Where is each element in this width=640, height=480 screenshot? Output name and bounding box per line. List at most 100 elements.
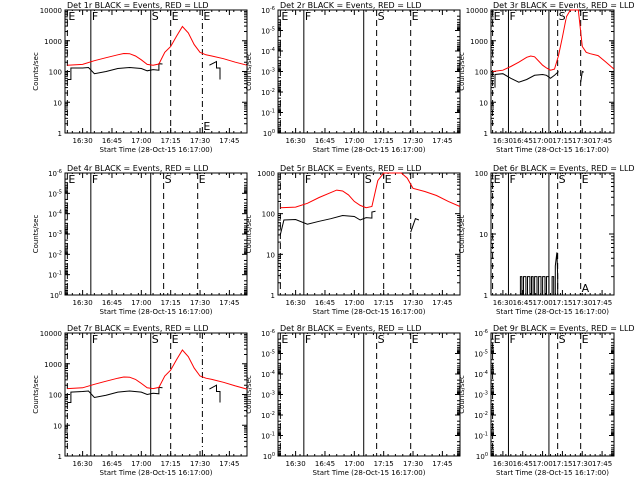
marker-label: E [582,10,589,23]
y-tick-label-base: 10 [48,211,57,219]
marker-label: E [68,173,75,186]
y-tick-label-base: 10 [261,89,270,97]
events-series-line [580,70,585,83]
y-tick-label-exp: -5 [483,350,488,356]
x-tick-label: 16:45 [102,299,122,307]
lld-series-line [67,349,248,390]
x-tick-label: 17:15 [552,137,572,145]
y-tick-label: 100 [263,452,275,461]
y-tick-label-base: 10 [474,433,483,441]
y-tick-label: 1 [484,292,488,300]
x-tick-label: 17:30 [403,299,423,307]
y-axis-label: Counts/sec [458,215,466,254]
marker-label: S [152,333,159,346]
x-axis-label: Start Time (28-Oct-15 16:17:00) [313,146,426,154]
y-tick-label-exp: -5 [57,189,62,195]
y-tick-label-exp: 0 [272,452,275,458]
y-tick-label-exp: -4 [270,47,275,53]
marker-label: E [281,10,288,23]
y-tick-label-base: 10 [261,48,270,56]
events-series-line [67,63,163,80]
x-tick-label: 17:45 [219,460,239,468]
chart-title: Det 7r BLACK = Events, RED = LLD [67,324,209,333]
y-tick-label-exp: -3 [270,391,275,397]
x-tick-label: 17:15 [374,460,394,468]
y-tick-label-exp: -6 [270,6,275,12]
y-tick-label-exp: -6 [483,329,488,335]
y-tick-label: 10-3 [261,68,275,77]
y-axis-label: Counts/sec [32,375,40,414]
lld-series-line [67,25,248,66]
y-tick-label: 100 [475,69,488,77]
y-tick-label-exp: 0 [59,291,62,297]
marker-label: E [199,173,206,186]
y-tick-label: 10-3 [474,391,488,400]
y-tick-label-base: 10 [261,330,270,338]
y-tick-label: 100 [49,392,62,400]
marker-label: S [165,173,172,186]
panel-det2: Det 2r BLACK = Events, RED = LLD10010-11… [245,1,461,154]
y-tick-label-exp: -1 [483,432,488,438]
y-tick-label: 1 [58,130,62,138]
y-tick-label-base: 10 [261,351,270,359]
y-tick-label-base: 10 [50,292,59,300]
y-tick-label: 100 [262,211,275,219]
x-tick-label: 17:15 [161,299,181,307]
y-tick-label: 1 [58,453,62,461]
x-tick-label: 17:45 [432,137,452,145]
y-tick-label-base: 10 [261,392,270,400]
marker-label: E [385,173,392,186]
x-tick-label: 16:30 [286,299,306,307]
y-tick-label-base: 10 [48,251,57,259]
y-tick-label: 10-4 [261,370,275,379]
x-axis-label: Start Time (28-Oct-15 16:17:00) [100,308,213,316]
y-tick-label-base: 10 [263,130,272,138]
marker-label: E [494,10,501,23]
y-axis-label: Counts/sec [458,375,466,414]
x-tick-label: 16:30 [73,299,93,307]
events-series-line [209,384,221,403]
y-axis-label: Counts/sec [245,52,253,91]
y-tick-label-exp: -3 [57,230,62,236]
marker-label: E [203,120,210,133]
y-tick-label: 10 [479,99,488,107]
y-tick-label-base: 10 [261,412,270,420]
panel-det9: Det 9r BLACK = Events, RED = LLD10010-11… [458,324,635,477]
chart-title: Det 8r BLACK = Events, RED = LLD [280,324,422,333]
panel-det3: Det 3r BLACK = Events, RED = LLD 1 10 100 10… [458,1,635,154]
x-tick-label: 17:45 [432,460,452,468]
y-tick-label: 10 [53,422,62,430]
x-tick-label: 17:00 [532,137,552,145]
y-tick-label: 10-2 [261,88,275,97]
x-tick-label: 16:45 [102,460,122,468]
x-tick-label: 17:45 [432,299,452,307]
x-tick-label: 17:30 [403,137,423,145]
y-tick-label-exp: -1 [270,109,275,115]
y-tick-label: 1 [271,292,275,300]
y-tick-label-exp: -2 [270,411,275,417]
y-tick-label: 10-4 [48,210,62,219]
x-axis-label: Start Time (28-Oct-15 16:17:00) [496,308,609,316]
x-axis-label: Start Time (28-Oct-15 16:17:00) [100,469,213,477]
y-tick-label-base: 10 [474,371,483,379]
y-tick-label-exp: -5 [270,350,275,356]
chart-title: Det 6r BLACK = Events, RED = LLD [493,164,635,173]
marker-label: E [494,333,501,346]
x-tick-label: 17:30 [190,460,210,468]
lld-series-line [492,9,615,72]
y-tick-label: 10-2 [261,411,275,420]
y-tick-label-base: 10 [48,231,57,239]
marker-label: F [509,10,515,23]
y-tick-label: 1000 [257,170,275,178]
marker-label: F [92,10,98,23]
y-tick-label: 10000 [466,7,488,15]
y-tick-label: 10-3 [261,391,275,400]
marker-label: E [68,10,75,23]
y-tick-label: 10-5 [261,27,275,36]
marker-label: S [559,173,566,186]
y-tick-label-base: 10 [474,392,483,400]
x-tick-label: 17:00 [131,460,151,468]
x-tick-label: 16:30 [286,460,306,468]
y-axis-label: Counts/sec [32,52,40,91]
y-tick-label-base: 10 [48,272,57,280]
